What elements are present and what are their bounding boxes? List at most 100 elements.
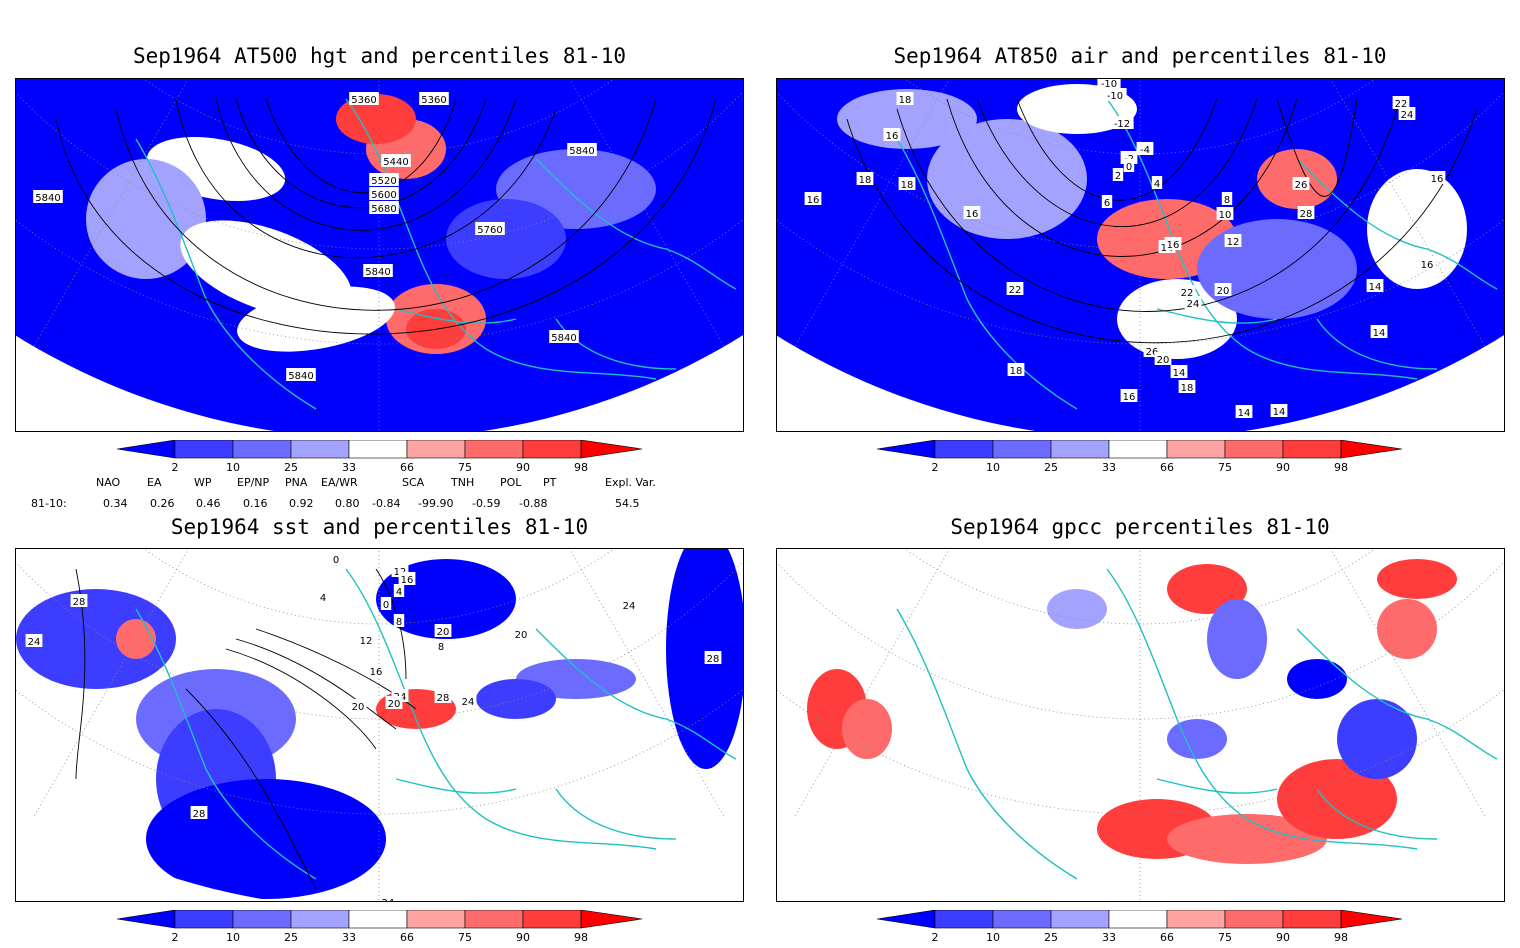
svg-text:5840: 5840 [288,371,313,382]
index-header: EA [147,476,162,489]
gpcc-percentile-region [842,699,892,759]
index-header: EP/NP [237,476,270,489]
air850-contour-label: 18 [898,177,916,191]
sst-contour-label: 4 [393,584,405,598]
svg-text:16: 16 [401,575,414,586]
air850-map-canvas: 1818161818161616-10-10-12-4-202468101214… [777,79,1504,431]
gpcc-colorbar-label: 25 [1044,931,1058,944]
gpcc-percentile-region [1377,599,1437,659]
air850-contour-label: 8 [1221,192,1233,206]
hgt500-colorbar-extend-high [580,439,643,459]
index-value: 0.34 [103,497,128,510]
svg-text:8: 8 [438,642,444,653]
hgt500-colorbar-label: 66 [400,461,414,474]
air850-colorbar-label: 90 [1276,461,1290,474]
air850-contour-label: 16 [1418,257,1436,271]
air850-colorbar-canvas: 2 10 25 33 66 75 90 98 [876,439,1403,474]
sst-colorbar-label: 2 [172,931,179,944]
hgt500-contour-label: 5520 [369,173,399,187]
svg-text:16: 16 [1421,260,1434,271]
hgt500-contour-label: 5840 [286,368,316,382]
svg-text:24: 24 [462,697,475,708]
sst-contour-label: 20 [512,627,530,641]
hgt500-contour-label: 5760 [475,222,505,236]
air850-colorbar-label: 2 [932,461,939,474]
hgt500-map-canvas: 5360 5360 5440 5520 5600 5680 5760 5840 5840 5840… [16,79,743,431]
hgt500-contour-label: 5680 [369,201,399,215]
map-gpcc [776,548,1505,902]
hgt500-percentile-region [446,199,566,279]
svg-text:22: 22 [1009,285,1022,296]
air850-percentile-region [837,89,977,149]
svg-text:5840: 5840 [551,333,576,344]
index-row-label: 81-10: [31,497,67,510]
svg-text:8: 8 [1224,195,1230,206]
hgt500-percentile-region [336,94,416,144]
air850-colorbar-segment [934,439,994,459]
air850-colorbar-segment [1108,439,1168,459]
gpcc-coastline [1246,818,1418,850]
air850-contour-label: 16 [1164,237,1182,251]
air850-contour-label: 16 [1428,171,1446,185]
air850-contour-label: 14 [1170,365,1188,379]
air850-contour-label: 0 [1123,159,1135,173]
svg-text:16: 16 [370,667,383,678]
index-value: -0.88 [519,497,548,510]
air850-contour-label: 24 [1184,296,1202,310]
air850-contour-label: 10 [1216,207,1234,221]
svg-text:18: 18 [899,95,912,106]
svg-text:20: 20 [388,699,401,710]
colorbar-hgt500: 2 10 25 33 66 75 90 98 [116,439,643,474]
gpcc-map-canvas [777,549,1504,901]
air850-contour-label: 26 [1292,177,1310,191]
gpcc-map-content [777,549,1504,901]
sst-contour-label: 8 [393,614,405,628]
svg-text:12: 12 [360,636,373,647]
air850-contour-label: 16 [883,128,901,142]
hgt500-colorbar-label: 98 [574,461,588,474]
air850-contour-line [846,108,1478,344]
air850-colorbar-segment [1050,439,1110,459]
gpcc-colorbar-label: 2 [932,931,939,944]
index-value: -0.59 [472,497,501,510]
air850-contour-label: -12 [1110,116,1134,130]
air850-contour-label: 28 [1297,206,1315,220]
air850-contour-label: 16 [963,206,981,220]
sst-contour-label: 24 [459,694,477,708]
svg-text:24: 24 [1187,299,1200,310]
gpcc-colorbar-segment [1050,909,1110,929]
gpcc-percentile-region [1377,559,1457,599]
hgt500-colorbar-label: 90 [516,461,530,474]
air850-coastline [1316,318,1438,370]
hgt500-contour-label: 5600 [369,187,399,201]
sst-colorbar-label: 98 [574,931,588,944]
gpcc-colorbar-label: 10 [986,931,1000,944]
gpcc-colorbar-segment [992,909,1052,929]
svg-text:5600: 5600 [371,190,396,201]
sst-contour-label: 28 [434,690,452,704]
air850-colorbar-label: 98 [1334,461,1348,474]
air850-contour-label: 20 [1154,352,1172,366]
air850-coastline [1156,308,1278,324]
air850-contour-line [1276,98,1358,197]
hgt500-colorbar-segment [406,439,466,459]
hgt500-coastline [535,158,737,290]
sst-contour-label: 24 [379,895,397,901]
svg-text:18: 18 [1010,366,1023,377]
gpcc-colorbar-segment [1108,909,1168,929]
hgt500-contour-label: 5360 [349,92,379,106]
sst-contour-label: 20 [434,624,452,638]
svg-text:16: 16 [1167,240,1180,251]
gpcc-colorbar-label: 33 [1102,931,1116,944]
air850-contour-label: 6 [1101,195,1113,209]
svg-text:5680: 5680 [371,204,396,215]
hgt500-map-content: 5360 5360 5440 5520 5600 5680 5760 5840 5840 5840… [16,79,743,431]
index-header: EA/WR [321,476,358,489]
svg-text:28: 28 [437,693,450,704]
hgt500-colorbar-label: 2 [172,461,179,474]
svg-text:22: 22 [1395,99,1408,110]
gpcc-colorbar-label: 90 [1276,931,1290,944]
svg-text:5520: 5520 [371,176,396,187]
sst-contour-line [185,688,317,890]
sst-colorbar-segment [522,909,582,929]
